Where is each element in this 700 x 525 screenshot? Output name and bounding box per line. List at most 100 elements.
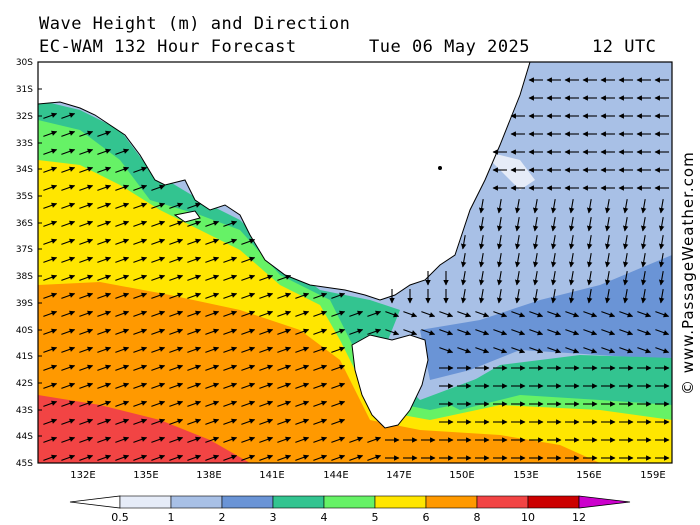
lat-label: 35S — [16, 192, 33, 202]
direction-arrow — [115, 436, 130, 443]
wave-direction-arrows — [43, 77, 670, 461]
direction-arrow — [295, 346, 310, 353]
direction-arrow — [97, 436, 112, 443]
legend-label: 12 — [572, 511, 586, 524]
direction-arrow — [640, 289, 647, 304]
direction-arrow — [151, 400, 166, 407]
direction-arrow — [79, 274, 94, 281]
direction-arrow — [277, 436, 292, 443]
forecast-time: 12 UTC — [592, 37, 657, 57]
lat-label: 38S — [16, 272, 33, 282]
direction-arrow — [475, 329, 490, 336]
direction-arrow — [550, 253, 557, 268]
legend-swatch — [323, 495, 376, 509]
direction-arrow — [277, 292, 292, 299]
lat-label: 43S — [16, 406, 33, 416]
direction-arrow — [61, 256, 76, 263]
direction-arrow — [115, 400, 130, 407]
direction-arrow — [277, 418, 292, 425]
direction-arrow — [97, 202, 112, 209]
direction-arrow — [223, 310, 238, 317]
direction-arrow — [205, 364, 220, 371]
direction-arrow — [97, 166, 112, 173]
direction-arrow — [43, 382, 58, 389]
direction-arrow — [43, 292, 58, 299]
lat-label: 39S — [16, 299, 33, 309]
direction-arrow — [205, 382, 220, 389]
lat-label: 34S — [16, 165, 33, 175]
legend-swatch — [476, 495, 529, 509]
direction-arrow — [619, 347, 634, 354]
direction-arrow — [619, 329, 634, 336]
direction-arrow — [475, 311, 490, 318]
direction-arrow — [241, 328, 256, 335]
direction-arrow — [205, 346, 220, 353]
direction-arrow — [151, 220, 166, 227]
direction-arrow — [61, 310, 76, 317]
direction-arrow — [223, 328, 238, 335]
direction-arrow — [532, 235, 539, 250]
direction-arrow — [349, 454, 364, 461]
direction-arrow — [295, 364, 310, 371]
map-subtitle: EC-WAM 132 Hour Forecast — [39, 37, 297, 57]
direction-arrow — [97, 418, 112, 425]
direction-arrow — [640, 217, 647, 232]
direction-arrow — [511, 347, 526, 354]
direction-arrow — [205, 256, 220, 263]
direction-arrow — [43, 238, 58, 245]
lat-label: 44S — [16, 432, 33, 442]
direction-arrow — [79, 400, 94, 407]
forecast-date: Tue 06 May 2025 — [369, 37, 531, 57]
direction-arrow — [568, 217, 575, 232]
direction-arrow — [79, 238, 94, 245]
legend-swatch — [221, 495, 274, 509]
lat-label: 32S — [16, 112, 33, 122]
direction-arrow — [622, 217, 629, 232]
legend-label: 4 — [321, 511, 328, 524]
direction-arrow — [61, 238, 76, 245]
direction-arrow — [241, 382, 256, 389]
lat-label: 42S — [16, 379, 33, 389]
map-frame — [37, 61, 673, 464]
lon-label: 135E — [133, 470, 158, 481]
direction-arrow — [97, 454, 112, 461]
direction-arrow — [115, 202, 130, 209]
direction-arrow — [259, 436, 274, 443]
direction-arrow — [205, 418, 220, 425]
direction-arrow — [331, 454, 346, 461]
direction-arrow — [604, 217, 611, 232]
direction-arrow — [529, 329, 544, 336]
direction-arrow — [586, 253, 593, 268]
direction-arrow — [241, 256, 256, 263]
direction-arrow — [403, 311, 418, 318]
direction-arrow — [640, 199, 647, 214]
direction-arrow — [187, 310, 202, 317]
direction-arrow — [187, 382, 202, 389]
direction-arrow — [133, 454, 148, 461]
direction-arrow — [205, 292, 220, 299]
direction-arrow — [187, 418, 202, 425]
direction-arrow — [331, 310, 346, 317]
direction-arrow — [277, 274, 292, 281]
direction-arrow — [241, 418, 256, 425]
direction-arrow — [115, 310, 130, 317]
direction-arrow — [43, 130, 58, 137]
direction-arrow — [313, 382, 328, 389]
direction-arrow — [187, 436, 202, 443]
lon-label: 132E — [70, 470, 95, 481]
direction-arrow — [259, 400, 274, 407]
direction-arrow — [439, 347, 454, 354]
direction-arrow — [583, 311, 598, 318]
direction-arrow — [61, 220, 76, 227]
legend-right-arrow — [578, 495, 631, 509]
lon-label: 159E — [640, 470, 665, 481]
direction-arrow — [205, 274, 220, 281]
direction-arrow — [331, 418, 346, 425]
direction-arrow — [529, 311, 544, 318]
direction-arrow — [586, 289, 593, 304]
direction-arrow — [604, 271, 611, 286]
direction-arrow — [115, 148, 130, 155]
direction-arrow — [313, 310, 328, 317]
direction-arrow — [169, 454, 184, 461]
